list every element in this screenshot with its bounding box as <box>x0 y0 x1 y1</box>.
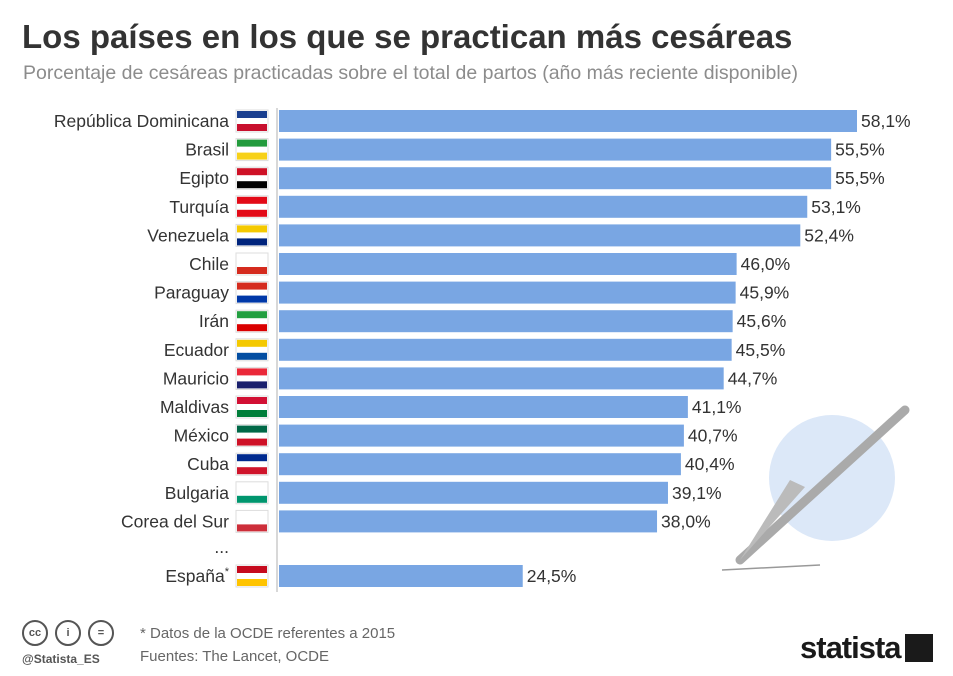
bar <box>279 396 688 418</box>
value-label: 24,5% <box>527 566 577 586</box>
flag-stripe <box>237 238 267 246</box>
flag-stripe <box>237 225 267 233</box>
flag-stripe <box>237 168 267 176</box>
flag-stripe <box>237 495 267 503</box>
bar <box>279 281 736 304</box>
bar <box>279 565 523 587</box>
value-label: 44,7% <box>728 368 778 388</box>
category-label: Bulgaria <box>165 483 229 503</box>
value-label: 58,1% <box>861 111 911 131</box>
flag-stripe <box>237 209 267 217</box>
bar <box>279 481 668 504</box>
flag-stripe <box>237 324 267 332</box>
flag-stripe <box>237 425 267 433</box>
flag-stripe <box>237 152 267 160</box>
flag-stripe <box>237 311 267 319</box>
flag-stripe <box>237 282 267 290</box>
flag-stripe <box>237 397 267 404</box>
category-label: Venezuela <box>147 225 229 245</box>
footnote: * Datos de la OCDE referentes a 2015 <box>140 625 396 642</box>
flag-stripe <box>237 410 267 417</box>
value-label: 45,9% <box>740 283 790 303</box>
statista-logo-mark <box>905 634 933 662</box>
flag-stripe <box>237 467 267 475</box>
flag-stripe <box>237 454 267 462</box>
category-label: Cuba <box>187 454 229 474</box>
scalpel-icon <box>721 405 910 571</box>
flag-stripe <box>237 566 267 573</box>
bar <box>279 253 737 275</box>
value-label: 41,1% <box>692 397 742 417</box>
page-title: Los países en los que se practican más c… <box>22 18 793 55</box>
value-label: 46,0% <box>741 254 791 274</box>
flag-stripe <box>237 339 267 347</box>
value-label: 40,4% <box>685 454 735 474</box>
category-label: Irán <box>199 311 229 331</box>
flag-stripe <box>237 139 267 147</box>
flag-stripe <box>237 111 267 118</box>
category-label: Maldivas <box>160 397 229 417</box>
by-icon: i <box>55 620 81 646</box>
category-label: Turquía <box>169 197 229 217</box>
license-icons: cc i = <box>22 620 121 646</box>
bar <box>279 453 681 476</box>
footer-notes: * Datos de la OCDE referentes a 2015 Fue… <box>140 622 395 668</box>
value-label: 45,6% <box>737 311 787 331</box>
flag-stripe <box>237 352 267 360</box>
bar <box>279 167 832 190</box>
value-label: 38,0% <box>661 511 711 531</box>
flag-stripe <box>237 295 267 303</box>
bar <box>279 110 857 132</box>
bar <box>279 510 658 533</box>
category-label: Paraguay <box>154 283 229 303</box>
category-label: Corea del Sur <box>121 511 229 531</box>
bar <box>279 367 724 390</box>
bar <box>279 338 732 361</box>
value-label: 39,1% <box>672 483 722 503</box>
category-label: Chile <box>189 254 229 274</box>
flag-stripe <box>237 196 267 204</box>
value-label: 40,7% <box>688 426 738 446</box>
value-label: 55,5% <box>835 140 885 160</box>
flag-stripe <box>237 368 267 376</box>
category-label: Mauricio <box>163 368 229 388</box>
nd-icon: = <box>88 620 114 646</box>
value-label: 55,5% <box>835 168 885 188</box>
page-subtitle: Porcentaje de cesáreas practicadas sobre… <box>23 62 799 84</box>
category-label: República Dominicana <box>54 111 229 131</box>
bar <box>279 310 733 333</box>
flag-stripe <box>237 511 267 519</box>
flag-stripe <box>237 579 267 586</box>
flag-stripe <box>237 124 267 131</box>
value-label: 45,5% <box>736 340 786 360</box>
bar <box>279 138 832 161</box>
statista-logo: statista <box>800 630 902 665</box>
flag-stripe <box>237 181 267 189</box>
sources: Fuentes: The Lancet, OCDE <box>140 648 329 665</box>
value-label: 53,1% <box>811 197 861 217</box>
bar <box>279 195 808 218</box>
value-label: 52,4% <box>804 225 854 245</box>
flag-stripe <box>237 381 267 389</box>
flag-stripe <box>237 524 267 532</box>
cc-icon: cc <box>22 620 48 646</box>
bar <box>279 424 684 447</box>
category-label: España* <box>165 566 229 586</box>
category-label: México <box>174 426 229 446</box>
bar <box>279 224 801 247</box>
category-label: Egipto <box>179 168 229 188</box>
flag-stripe <box>237 254 267 261</box>
category-label: Ecuador <box>164 340 229 360</box>
flag-stripe <box>237 482 267 490</box>
gap-ellipsis: ... <box>214 537 229 557</box>
statista-handle: @Statista_ES <box>22 652 100 666</box>
category-label: Brasil <box>185 140 229 160</box>
flag-stripe <box>237 438 267 446</box>
flag-stripe <box>237 267 267 274</box>
